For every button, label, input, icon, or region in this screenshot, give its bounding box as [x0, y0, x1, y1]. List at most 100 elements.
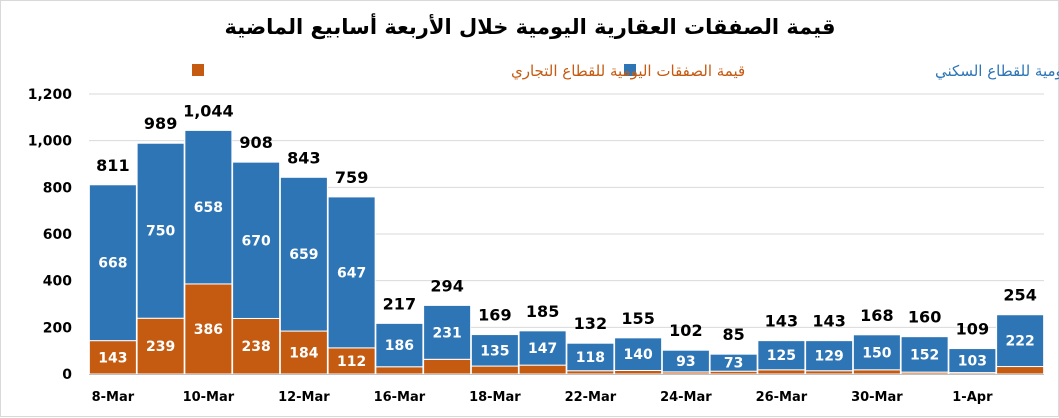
bar-residential: [805, 340, 854, 372]
bar-label-commercial: 184: [289, 346, 318, 362]
bar-label-residential: 647: [337, 265, 366, 281]
bar-residential: [661, 349, 710, 373]
bar-total-label: 217: [383, 294, 416, 313]
bar-residential: [279, 176, 328, 332]
gridlines: [89, 93, 1044, 328]
x-tick-label: 26-Mar: [756, 390, 808, 405]
bar-total-label: 811: [96, 156, 129, 175]
bar-label-residential: 750: [146, 224, 175, 240]
bar-total-label: 185: [526, 302, 559, 321]
bar-total-label: 143: [765, 312, 798, 331]
legend-swatch-commercial: [192, 64, 204, 76]
bar-total-label: 294: [430, 276, 463, 295]
bar-label-residential: 152: [910, 347, 939, 363]
legend-label-commercial: قيمة الصفقات اليومية للقطاع التجاري: [511, 62, 745, 81]
bar-residential: [88, 184, 137, 342]
y-tick-label: 200: [43, 320, 72, 336]
bars: 143 668 811 239 750 989 386 658 1,044 238 670 908 18…: [88, 101, 1045, 375]
bar-residential: [757, 340, 806, 371]
bar-label-residential: 103: [958, 354, 987, 370]
bar-label-residential: 668: [98, 256, 127, 272]
bar-residential: [709, 353, 758, 372]
bar-residential: [518, 330, 567, 366]
y-tick-label: 800: [43, 180, 72, 196]
bar-total-label: 160: [908, 308, 941, 327]
y-tick-label: 1,200: [28, 87, 73, 103]
bar-total-label: 1,044: [183, 101, 234, 120]
x-tick-label: 1-Apr: [952, 390, 993, 405]
bar-total-label: 143: [812, 312, 845, 331]
x-tick-label: 22-Mar: [565, 390, 617, 405]
bar-total-label: 85: [722, 325, 744, 344]
x-tick-label: 12-Mar: [278, 390, 330, 405]
bar-commercial: [375, 366, 424, 375]
bar-label-residential: 129: [815, 349, 844, 365]
bar-total-label: 908: [239, 133, 272, 152]
bar-label-residential: 222: [1006, 334, 1035, 350]
x-tick-label: 16-Mar: [374, 390, 426, 405]
bar-total-label: 132: [574, 314, 607, 333]
bar-label-commercial: 238: [242, 339, 271, 355]
bar-commercial: [518, 364, 567, 375]
bar-label-residential: 135: [480, 343, 509, 359]
bar-total-label: 155: [621, 309, 654, 328]
bar-label-residential: 659: [289, 247, 318, 263]
bar-total-label: 102: [669, 321, 702, 340]
bar-residential: [566, 342, 615, 372]
bar-residential: [327, 196, 376, 349]
chart-title: قيمة الصفقات العقارية اليومية خلال الأرب…: [225, 12, 836, 39]
bar-total-label: 759: [335, 168, 368, 187]
bar-label-residential: 670: [242, 233, 271, 249]
bar-residential: [470, 334, 519, 367]
y-tick-label: 1,000: [28, 134, 73, 150]
y-tick-label: 400: [43, 274, 72, 290]
bar-commercial: [757, 369, 806, 375]
bar-residential: [184, 129, 233, 285]
x-tick-label: 30-Mar: [851, 390, 903, 405]
bar-residential: [852, 334, 901, 371]
bar-commercial: [423, 358, 472, 375]
bar-label-residential: 93: [676, 354, 695, 370]
bar-residential: [232, 161, 281, 319]
bar-total-label: 169: [478, 306, 511, 325]
bar-residential: [136, 142, 185, 319]
bar-label-commercial: 112: [337, 354, 366, 370]
bar-label-residential: 118: [576, 350, 605, 366]
bar-label-residential: 73: [724, 356, 743, 372]
bar-label-residential: 231: [433, 325, 462, 341]
bar-residential: [614, 337, 663, 372]
bar-total-label: 989: [144, 114, 177, 133]
x-tick-label: 24-Mar: [660, 390, 712, 405]
bar-label-residential: 140: [624, 347, 653, 363]
bar-residential: [423, 304, 472, 360]
bar-label-commercial: 386: [194, 322, 223, 338]
legend-label-residential: قيمة الصفقات اليومية للقطاع السكني: [935, 62, 1059, 81]
x-tick-label: 8-Mar: [92, 390, 135, 405]
bar-residential: [900, 336, 949, 373]
bar-label-commercial: 143: [98, 350, 127, 366]
bar-commercial: [852, 369, 901, 375]
bar-residential: [948, 348, 997, 374]
y-tick-label: 600: [43, 227, 72, 243]
bar-label-residential: 186: [385, 338, 414, 354]
bar-commercial: [88, 340, 137, 375]
x-tick-label: 18-Mar: [469, 390, 521, 405]
bar-residential: [375, 322, 424, 368]
y-axis-ticks: 0 200 400 600 800 1,000 1,200: [28, 87, 73, 383]
bar-total-label: 168: [860, 306, 893, 325]
bar-label-residential: 150: [862, 345, 891, 361]
y-tick-label: 0: [62, 367, 72, 383]
bar-label-residential: 125: [767, 348, 796, 364]
bar-label-commercial: 239: [146, 339, 175, 355]
bar-commercial: [470, 365, 519, 375]
bar-commercial: [279, 330, 328, 375]
bar-label-residential: 658: [194, 200, 223, 216]
bar-total-label: 843: [287, 148, 320, 167]
x-axis-ticks: 8-Mar 10-Mar 12-Mar 16-Mar 18-Mar 22-Mar 24-Ma…: [92, 390, 993, 405]
x-tick-label: 10-Mar: [183, 390, 235, 405]
bar-total-label: 109: [956, 320, 989, 339]
bar-commercial: [614, 370, 663, 375]
bar-commercial: [327, 347, 376, 375]
